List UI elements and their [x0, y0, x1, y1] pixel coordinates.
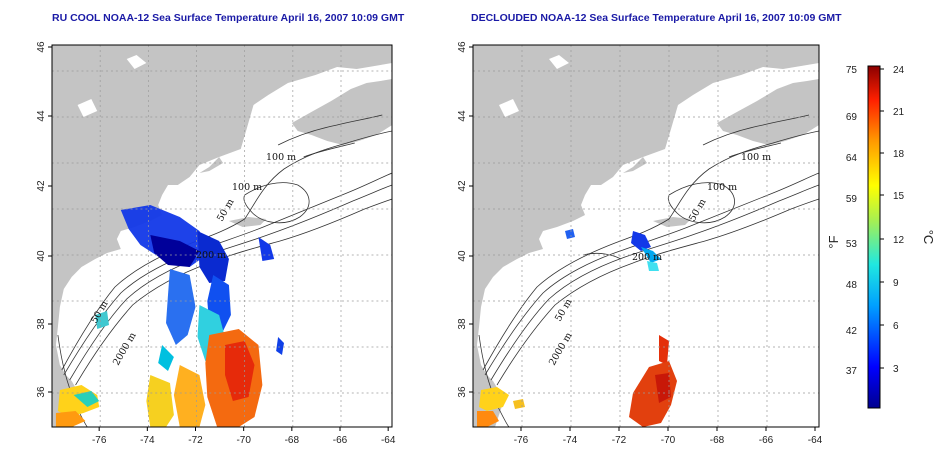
- contour-label: 100 m: [232, 182, 262, 193]
- x-tick-label: -70: [236, 435, 251, 446]
- fahrenheit-tick-label: 48: [846, 280, 858, 291]
- y-tick-label: 44: [36, 110, 47, 122]
- celsius-tick-label: 6: [893, 321, 899, 332]
- celsius-tick-label: 9: [893, 278, 899, 289]
- x-tick-label: -66: [759, 435, 774, 446]
- celsius-tick-label: 18: [893, 149, 905, 160]
- sst-data-right: [477, 229, 677, 427]
- y-tick-label: 42: [36, 180, 47, 192]
- panel-title-left: RU COOL NOAA-12 Sea Surface Temperature …: [52, 12, 405, 24]
- fahrenheit-unit-label: °F: [826, 235, 841, 248]
- contour-label: 100 m: [707, 182, 737, 193]
- y-tick-label: 46: [36, 41, 47, 53]
- map-frame-right: [472, 44, 820, 428]
- fahrenheit-tick-label: 64: [846, 153, 858, 164]
- x-tick-label: -64: [381, 435, 396, 446]
- colorbar: [867, 65, 881, 409]
- x-tick-label: -76: [514, 435, 529, 446]
- celsius-tick-label: 21: [893, 107, 905, 118]
- contour-label: 200 m: [196, 250, 226, 261]
- fahrenheit-tick-label: 59: [846, 194, 858, 205]
- panel-title-right: DECLOUDED NOAA-12 Sea Surface Temperatur…: [471, 12, 842, 24]
- sst-data-left: [55, 205, 284, 427]
- x-tick-label: -68: [285, 435, 300, 446]
- y-tick-label: 38: [36, 318, 47, 330]
- map-panel-left: [52, 45, 392, 427]
- x-tick-label: -74: [140, 435, 155, 446]
- celsius-tick-label: 15: [893, 191, 905, 202]
- map-frame-left: [51, 44, 393, 428]
- contour-label: 100 m: [266, 152, 296, 163]
- map-panel-right: [473, 45, 819, 427]
- celsius-tick-label: 12: [893, 235, 905, 246]
- fahrenheit-tick-label: 53: [846, 239, 858, 250]
- y-tick-label: 44: [457, 110, 468, 122]
- celsius-unit-label: °C: [921, 230, 936, 245]
- y-tick-label: 36: [36, 386, 47, 398]
- fahrenheit-tick-label: 75: [846, 65, 858, 76]
- y-tick-label: 46: [457, 41, 468, 53]
- fahrenheit-tick-label: 69: [846, 112, 858, 123]
- x-tick-label: -68: [710, 435, 725, 446]
- x-tick-label: -64: [808, 435, 823, 446]
- x-tick-label: -74: [563, 435, 578, 446]
- celsius-tick-label: 3: [893, 364, 899, 375]
- x-tick-label: -70: [661, 435, 676, 446]
- colorbar-ticks: 75 69 64 59 53 48 42 37 24 21 18 15 12 9 6 3: [846, 65, 905, 377]
- y-tick-label: 36: [457, 386, 468, 398]
- contour-label: 200 m: [632, 252, 662, 263]
- celsius-tick-label: 24: [893, 65, 905, 76]
- fahrenheit-tick-label: 37: [846, 366, 858, 377]
- axis-ticks: -76 -74 -72 -70 -68 -66 -64 46 44 42 40 38 36 -76 -74 -…: [36, 41, 823, 446]
- fahrenheit-tick-label: 42: [846, 326, 858, 337]
- x-tick-label: -72: [188, 435, 203, 446]
- x-tick-label: -72: [612, 435, 627, 446]
- x-tick-label: -76: [92, 435, 107, 446]
- y-tick-label: 38: [457, 318, 468, 330]
- contour-label: 100 m: [741, 152, 771, 163]
- y-tick-label: 40: [457, 250, 468, 262]
- x-tick-label: -66: [333, 435, 348, 446]
- y-tick-label: 40: [36, 250, 47, 262]
- y-tick-label: 42: [457, 180, 468, 192]
